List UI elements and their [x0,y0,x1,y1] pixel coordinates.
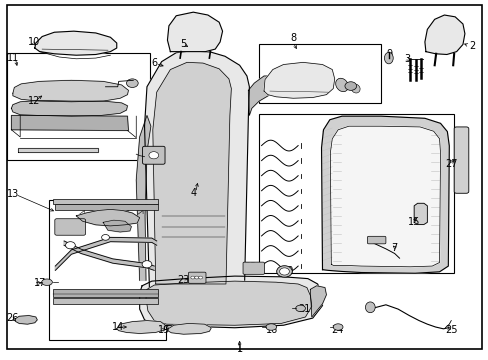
Text: 15: 15 [407,217,420,227]
Bar [53,298,158,304]
Polygon shape [55,237,157,270]
Polygon shape [424,15,464,54]
Polygon shape [310,286,326,317]
Bar [55,204,158,211]
Polygon shape [15,316,37,324]
Polygon shape [13,80,128,102]
Text: 13: 13 [6,189,19,199]
Polygon shape [167,12,222,51]
Bar [49,200,166,339]
Polygon shape [153,62,231,284]
Polygon shape [103,220,131,232]
Ellipse shape [365,302,374,313]
Polygon shape [136,116,151,280]
Ellipse shape [276,266,292,277]
Ellipse shape [335,78,347,92]
Text: 21: 21 [298,304,310,314]
Bar [259,44,380,103]
Text: 16: 16 [266,325,278,335]
Circle shape [149,152,158,159]
Polygon shape [11,116,128,131]
Text: 11: 11 [6,53,19,63]
Circle shape [190,276,194,279]
Text: 3: 3 [404,54,410,64]
Bar [53,199,158,204]
Polygon shape [166,323,211,334]
Polygon shape [146,281,311,325]
Text: 14: 14 [112,322,124,332]
Text: 19: 19 [158,325,170,335]
FancyBboxPatch shape [366,236,385,244]
Polygon shape [413,203,427,225]
Polygon shape [18,148,98,152]
FancyBboxPatch shape [188,272,205,283]
Polygon shape [64,241,154,270]
Ellipse shape [384,52,392,64]
Text: 22: 22 [244,262,257,272]
Ellipse shape [332,324,342,330]
FancyBboxPatch shape [243,262,264,274]
Polygon shape [321,116,448,273]
Text: 9: 9 [385,49,391,59]
Polygon shape [140,276,322,328]
Polygon shape [76,210,140,226]
Circle shape [344,82,356,90]
Text: 20: 20 [281,266,293,276]
FancyBboxPatch shape [142,146,164,164]
Text: 25: 25 [445,325,457,335]
Ellipse shape [350,84,359,93]
Circle shape [198,276,202,279]
Text: 26: 26 [6,313,19,323]
Text: 12: 12 [27,96,40,106]
Circle shape [194,276,198,279]
Circle shape [65,242,75,249]
Text: 5: 5 [180,40,186,49]
Ellipse shape [295,305,305,312]
Circle shape [279,268,289,275]
Text: 18: 18 [149,153,162,163]
Polygon shape [35,31,117,55]
Text: 7: 7 [390,243,396,253]
Text: 8: 8 [289,33,296,42]
Polygon shape [248,76,276,116]
Text: 27: 27 [445,159,457,169]
Circle shape [102,234,109,240]
Text: 23: 23 [177,275,189,285]
Text: 4: 4 [190,188,197,198]
Text: 1: 1 [236,343,242,354]
Polygon shape [117,320,165,333]
Bar [259,114,453,273]
Ellipse shape [41,279,52,285]
Polygon shape [264,62,334,98]
FancyBboxPatch shape [55,219,85,235]
FancyBboxPatch shape [453,127,468,193]
Text: 6: 6 [152,58,158,68]
Ellipse shape [265,324,276,330]
Polygon shape [144,51,249,293]
Polygon shape [330,126,440,267]
Text: 10: 10 [27,37,40,47]
Text: 2: 2 [468,41,474,50]
Circle shape [126,79,138,87]
Text: 24: 24 [330,325,343,335]
Bar [53,289,158,297]
Polygon shape [11,100,127,116]
Bar [6,53,150,160]
Circle shape [142,261,152,268]
Text: 17: 17 [34,278,46,288]
